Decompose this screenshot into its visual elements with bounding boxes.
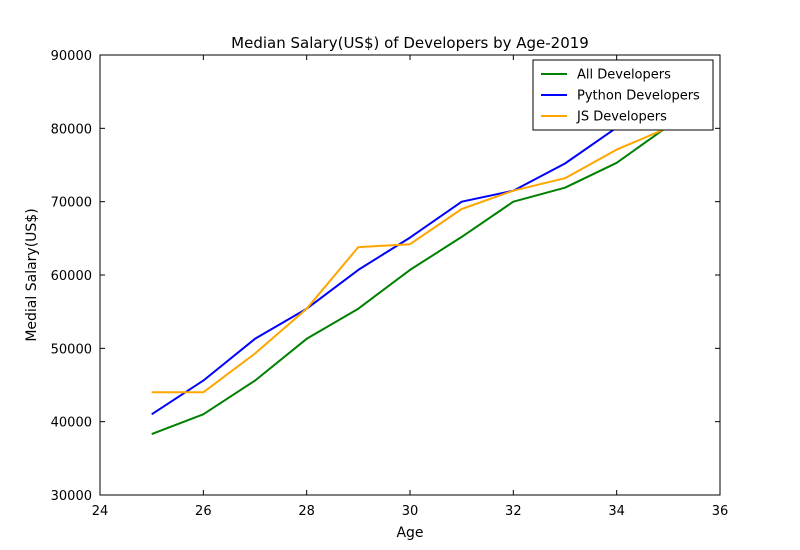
x-tick-label: 36 <box>712 504 729 519</box>
y-tick-label: 90000 <box>51 49 92 64</box>
y-tick-label: 60000 <box>51 269 92 284</box>
series-line-all-developers <box>151 125 669 436</box>
x-axis: 24 26 28 30 32 34 36 <box>92 55 729 519</box>
y-tick-label: 70000 <box>51 196 92 211</box>
series-line-python-developers <box>151 114 669 416</box>
series-layer <box>151 114 669 436</box>
legend-label-all-developers: All Developers <box>577 68 671 83</box>
x-tick-label: 24 <box>92 504 109 519</box>
x-tick-label: 26 <box>195 504 212 519</box>
x-tick-label: 30 <box>402 504 419 519</box>
y-tick-label: 50000 <box>51 342 92 357</box>
x-tick-label: 34 <box>608 504 625 519</box>
y-tick-label: 30000 <box>51 489 92 504</box>
x-tick-label: 32 <box>505 504 522 519</box>
x-axis-label: Age <box>396 525 423 541</box>
x-tick-label: 28 <box>298 504 315 519</box>
legend-label-python-developers: Python Developers <box>577 89 700 104</box>
legend-label-js-developers: JS Developers <box>576 110 667 125</box>
y-tick-label: 40000 <box>51 416 92 431</box>
y-axis-label: Medial Salary(US$) <box>24 208 40 341</box>
y-tick-label: 80000 <box>51 122 92 137</box>
legend: All Developers Python Developers JS Develo… <box>532 59 714 131</box>
series-line-js-developers <box>151 126 669 394</box>
y-axis: 30000 40000 50000 60000 70000 80000 90000 <box>51 49 720 504</box>
chart-title: Median Salary(US$) of Developers by Age-… <box>231 34 589 52</box>
